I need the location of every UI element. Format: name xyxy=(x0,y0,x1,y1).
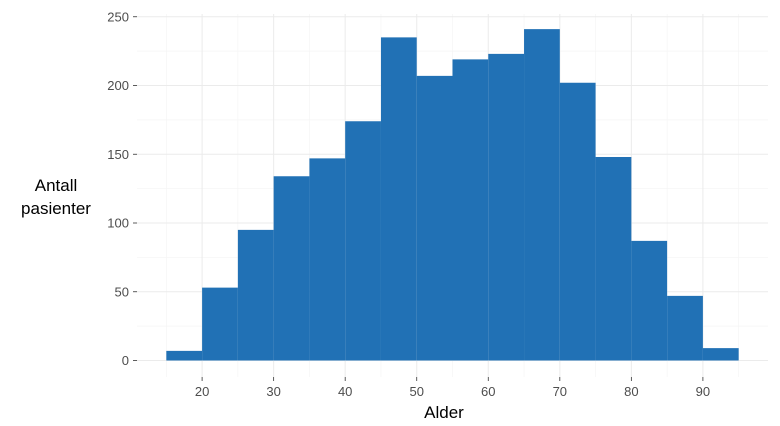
x-tick-label: 80 xyxy=(624,384,638,399)
y-axis-title-line1: Antall xyxy=(35,176,78,195)
y-tick-label: 150 xyxy=(107,147,129,162)
x-tick-label: 40 xyxy=(338,384,352,399)
histogram-bar xyxy=(524,29,560,361)
y-tick-label: 0 xyxy=(122,353,129,368)
histogram-bar xyxy=(452,59,489,361)
y-axis: 0 50 100 150 200 250 xyxy=(107,9,137,368)
histogram-bar xyxy=(166,350,203,361)
x-tick-label: 50 xyxy=(409,384,423,399)
histogram-bar xyxy=(595,157,632,361)
histogram-bar xyxy=(559,82,596,361)
histogram-bar xyxy=(345,121,381,361)
x-tick-label: 20 xyxy=(195,384,209,399)
x-tick-label: 70 xyxy=(553,384,567,399)
histogram-bar xyxy=(309,158,346,361)
x-tick-label: 30 xyxy=(266,384,280,399)
histogram-bar xyxy=(702,348,739,361)
bars xyxy=(166,29,739,361)
x-axis: 20 30 40 50 60 70 80 90 xyxy=(195,377,710,399)
histogram-bar xyxy=(667,295,703,361)
y-axis-title-line2: pasienter xyxy=(21,199,91,218)
y-tick-label: 250 xyxy=(107,9,129,24)
histogram-bar xyxy=(631,240,668,361)
histogram-bar xyxy=(488,53,525,361)
histogram-bar xyxy=(273,176,310,361)
histogram-bar xyxy=(380,37,417,361)
y-tick-label: 200 xyxy=(107,78,129,93)
x-tick-label: 90 xyxy=(696,384,710,399)
x-tick-label: 60 xyxy=(481,384,495,399)
y-tick-label: 50 xyxy=(115,284,129,299)
x-axis-title: Alder xyxy=(424,403,464,422)
histogram-bar xyxy=(237,229,274,361)
histogram-bar xyxy=(416,75,453,361)
histogram-bar xyxy=(202,287,238,361)
y-tick-label: 100 xyxy=(107,216,129,231)
